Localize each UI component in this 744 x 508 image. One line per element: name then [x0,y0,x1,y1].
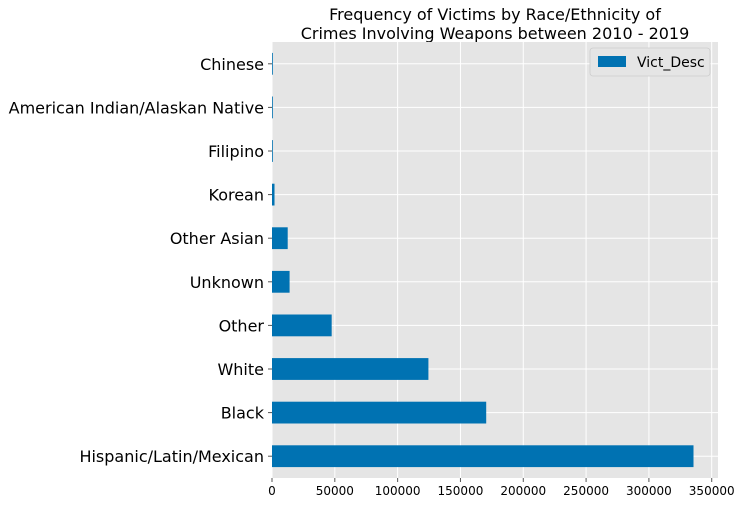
bar-filipino [272,140,273,162]
bar-unknown [272,270,290,293]
chart-title: Frequency of Victims by Race/Ethnicity o… [301,5,690,43]
x-tick-label: 150000 [438,484,484,498]
y-tick-label: Unknown [190,273,264,292]
bar-black [272,401,487,424]
x-tick-label: 50000 [316,484,354,498]
x-axis: 0 50000 100000 150000 200000 250000 300000 3500… [268,478,735,498]
bar-other-asian [272,227,288,250]
x-tick-label: 250000 [563,484,609,498]
bar-hispanic-latin-mexican [272,445,694,468]
x-tick-label: 300000 [626,484,672,498]
bar-other [272,314,332,337]
bar-chinese [272,52,273,75]
y-tick-label: Other [219,316,265,335]
y-tick-label: Hispanic/Latin/Mexican [79,447,264,466]
bar-american-indian-alaskan-native [272,96,273,119]
y-tick-label: American Indian/Alaskan Native [9,98,264,117]
bar-korean [272,183,275,206]
y-tick-label: Black [221,404,265,423]
x-tick-label: 0 [268,484,276,498]
bar-white [272,358,429,380]
y-tick-label: Chinese [200,55,264,74]
y-axis: Hispanic/Latin/Mexican Black White Other Unk… [9,55,272,466]
y-tick-label: Other Asian [170,229,264,248]
x-tick-label: 200000 [500,484,546,498]
legend-box [589,47,711,77]
x-tick-label: 350000 [689,484,735,498]
x-tick-label: 100000 [375,484,421,498]
y-tick-label: Filipino [208,142,264,161]
legend-label: Vict_Desc [637,55,705,71]
legend: Vict_Desc [589,47,711,77]
legend-swatch [598,56,626,67]
y-tick-label: Korean [209,186,265,205]
bars [272,52,694,468]
y-tick-label: White [217,360,264,379]
